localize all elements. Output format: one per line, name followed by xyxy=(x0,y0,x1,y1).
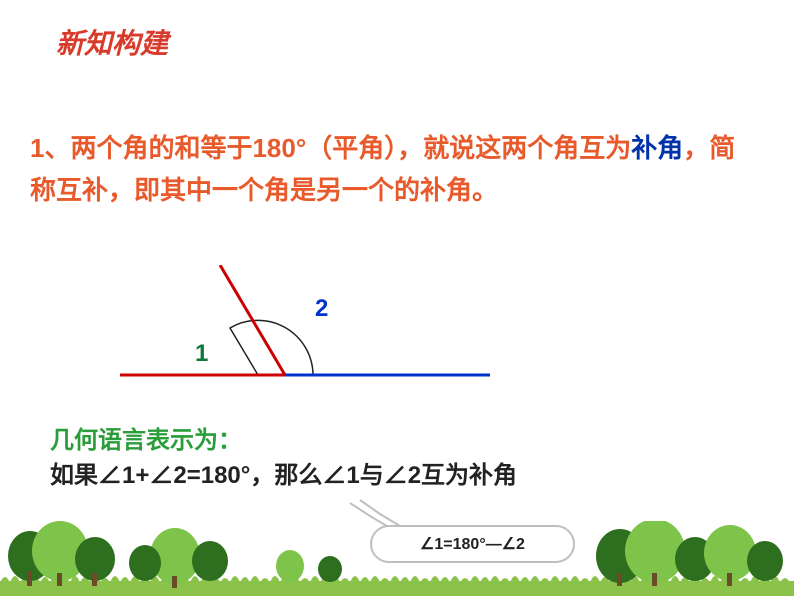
definition-highlight: 补角 xyxy=(631,133,683,163)
callout-formula: ∠1=180°—∠2 xyxy=(370,525,575,563)
section-header: 新知构建 xyxy=(56,22,168,62)
angle-diagram: 1 2 xyxy=(120,265,490,395)
geometry-language-label: 几何语言表示为： xyxy=(50,420,242,455)
angle-label-2: 2 xyxy=(315,295,328,323)
angle-svg xyxy=(120,265,490,395)
definition-prefix: 1、两个角的和等于180°（平角），就说这两个角互为 xyxy=(30,133,631,163)
geometry-expression: 如果∠1+∠2=180°，那么∠1与∠2互为补角 xyxy=(50,455,517,490)
angle-label-1: 1 xyxy=(195,340,208,368)
definition-text: 1、两个角的和等于180°（平角），就说这两个角互为补角，简称互补，即其中一个角… xyxy=(30,128,750,211)
